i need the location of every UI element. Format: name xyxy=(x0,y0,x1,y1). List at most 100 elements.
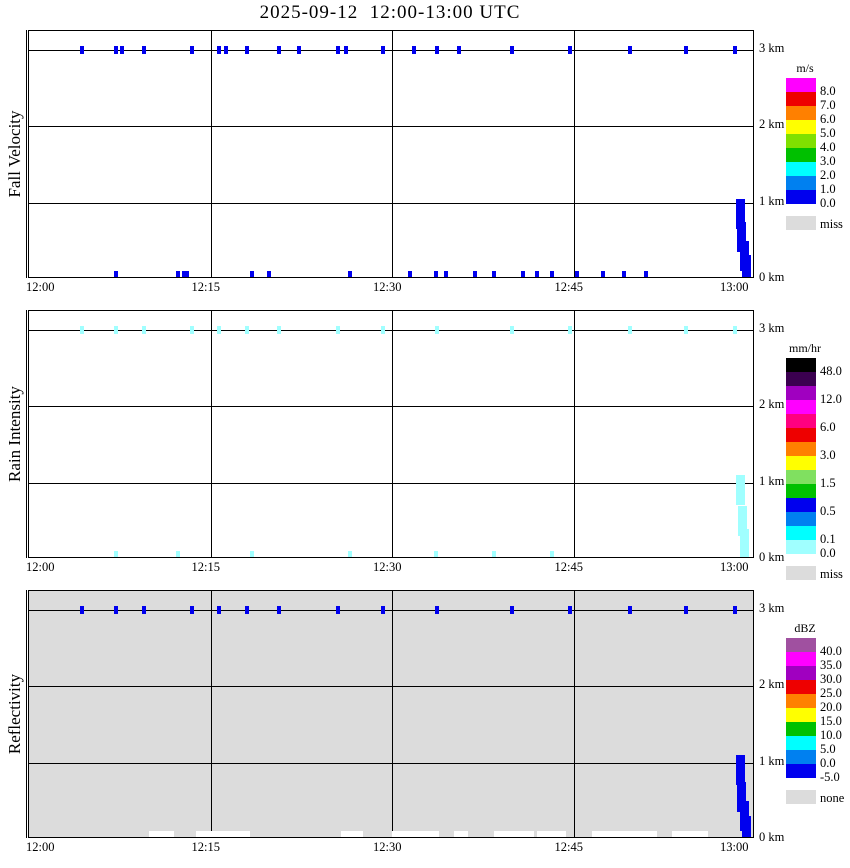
colorbar-tick-label: 5.0 xyxy=(820,126,836,140)
y-axis-label-reflectivity: Reflectivity xyxy=(5,590,27,838)
colorbar-tick-label: 1.5 xyxy=(820,476,836,490)
data-cell xyxy=(737,782,746,812)
colorbar-band xyxy=(786,470,816,484)
data-cell xyxy=(297,46,301,54)
data-cell xyxy=(738,506,747,536)
data-cell xyxy=(435,606,439,614)
colorbar-tick-label: 25.0 xyxy=(820,686,842,700)
y-axis-label-rain-intensity: Rain Intensity xyxy=(5,310,27,558)
data-cell xyxy=(182,271,186,277)
data-cell xyxy=(684,606,688,614)
data-cell xyxy=(217,46,221,54)
data-cell xyxy=(550,271,554,277)
colorbar-missing-swatch xyxy=(786,216,816,230)
data-cell xyxy=(492,551,496,557)
gridline-vertical xyxy=(392,31,393,277)
x-tick-label: 12:30 xyxy=(373,560,402,574)
data-cell xyxy=(434,271,438,277)
x-tick-label: 12:45 xyxy=(554,280,583,294)
gridline-vertical xyxy=(211,311,212,557)
colorbar-tick-label: 48.0 xyxy=(820,364,842,378)
gridline-horizontal xyxy=(29,686,753,687)
data-cell xyxy=(381,326,385,334)
data-cell xyxy=(195,831,251,837)
data-cell xyxy=(245,606,249,614)
y-tick-label: 1 km xyxy=(759,193,785,208)
colorbar-units-fall-velocity: m/s xyxy=(796,61,814,75)
data-cell xyxy=(736,755,745,785)
data-cell xyxy=(737,222,746,252)
colorbar-missing-swatch xyxy=(786,566,816,580)
colorbar-band xyxy=(786,680,816,694)
data-cell xyxy=(80,606,84,614)
colorbar-tick-label: 40.0 xyxy=(820,644,842,658)
colorbar-tick-label: 2.0 xyxy=(820,168,836,182)
data-cell xyxy=(601,271,605,277)
colorbar-tick-label: 10.0 xyxy=(820,728,842,742)
data-cell xyxy=(510,46,514,54)
colorbar-units-reflectivity: dBZ xyxy=(794,621,816,635)
colorbar-tick-label: 3.0 xyxy=(820,448,836,462)
data-cell xyxy=(80,46,84,54)
data-cell xyxy=(622,271,626,277)
gridline-horizontal xyxy=(29,406,753,407)
data-cell xyxy=(176,551,180,557)
data-cell xyxy=(190,606,194,614)
colorbar-tick-label: 12.0 xyxy=(820,392,842,406)
data-cell xyxy=(217,606,221,614)
gridline-horizontal xyxy=(29,610,753,611)
colorbar-tick-label: 1.0 xyxy=(820,182,836,196)
data-cell xyxy=(250,551,254,557)
colorbar-band xyxy=(786,358,816,372)
data-cell xyxy=(217,326,221,334)
gridline-horizontal xyxy=(29,50,753,51)
x-tick-label: 12:15 xyxy=(191,840,220,854)
colorbar-band xyxy=(786,106,816,120)
colorbar-band xyxy=(786,764,816,778)
data-cell xyxy=(348,551,352,557)
colorbar-tick-label: 6.0 xyxy=(820,420,836,434)
data-cell xyxy=(142,606,146,614)
x-tick-label: 12:45 xyxy=(554,560,583,574)
colorbar-units-rain-intensity: mm/hr xyxy=(789,341,821,355)
data-cell xyxy=(684,326,688,334)
data-cell xyxy=(736,199,745,229)
data-cell xyxy=(267,271,271,277)
colorbar-band xyxy=(786,148,816,162)
x-tick-label: 12:00 xyxy=(26,560,55,574)
colorbar-reflectivity: 40.0 35.0 30.0 25.0 20.0 15.0 10.0 5.0 0.0 -5.0 no… xyxy=(786,638,850,812)
data-cell xyxy=(628,606,632,614)
data-cell xyxy=(114,551,118,557)
data-cell xyxy=(341,831,363,837)
colorbar-tick-label: 0.5 xyxy=(820,504,836,518)
colorbar-tick-label: 5.0 xyxy=(820,742,836,756)
colorbar-missing-swatch xyxy=(786,790,816,804)
data-cell xyxy=(80,326,84,334)
colorbar-band xyxy=(786,638,816,652)
x-tick-label: 12:15 xyxy=(191,560,220,574)
colorbar-band xyxy=(786,736,816,750)
data-cell xyxy=(628,326,632,334)
gridline-horizontal xyxy=(29,483,753,484)
colorbar-tick-label: 3.0 xyxy=(820,154,836,168)
plot-area-reflectivity xyxy=(28,590,754,838)
x-tick-label: 12:15 xyxy=(191,280,220,294)
colorbar-tick-label: 0.0 xyxy=(820,546,836,560)
x-tick-label: 13:00 xyxy=(720,280,749,294)
colorbar-band xyxy=(786,540,816,554)
data-cell xyxy=(568,326,572,334)
data-cell xyxy=(381,46,385,54)
data-cell xyxy=(277,606,281,614)
colorbar-band xyxy=(786,176,816,190)
colorbar-tick-label: 4.0 xyxy=(820,140,836,154)
gridline-vertical xyxy=(574,591,575,837)
y-tick-label: 2 km xyxy=(759,117,785,132)
colorbar-band xyxy=(786,694,816,708)
data-cell xyxy=(742,816,751,837)
colorbar-tick-label: 20.0 xyxy=(820,700,842,714)
data-cell xyxy=(473,271,477,277)
data-cell xyxy=(344,46,348,54)
y-tick-label: 0 km xyxy=(759,830,785,844)
colorbar-tick-label: 0.0 xyxy=(820,756,836,770)
data-cell xyxy=(535,271,539,277)
